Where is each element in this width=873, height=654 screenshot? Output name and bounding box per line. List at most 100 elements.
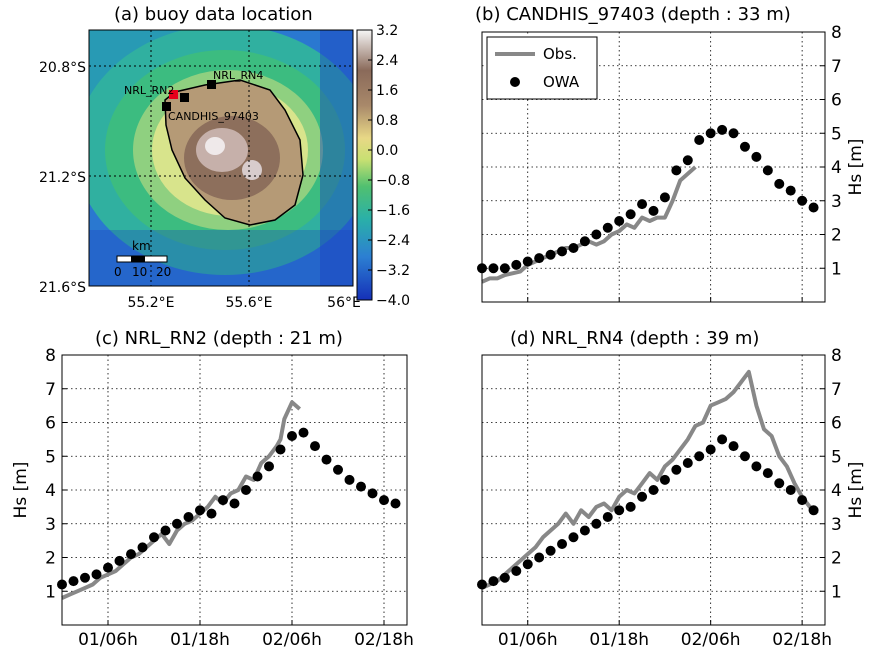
data-point-owa (287, 431, 297, 441)
data-point-owa (511, 259, 522, 270)
y-tick-label: 7 (831, 57, 842, 77)
y-tick-label: 2 (45, 549, 56, 569)
data-point-owa (80, 572, 90, 583)
colorbar-tick-label: 3.2 (376, 23, 398, 39)
data-point-owa (310, 441, 320, 452)
data-point-owa (568, 243, 579, 253)
data-point-owa (808, 505, 819, 516)
data-point-owa (488, 263, 499, 274)
colorbar-tick-label: −2.4 (376, 233, 410, 249)
y-tick-label: 2 (831, 226, 842, 246)
data-point-owa (275, 444, 286, 455)
series-line-obs (481, 369, 819, 590)
x-tick-label: 01/06h (498, 630, 558, 650)
y-axis-label: Hs [m] (846, 462, 866, 519)
data-point-owa (717, 124, 728, 135)
data-point-owa (659, 192, 670, 203)
data-point-owa (241, 485, 251, 495)
data-point-owa (648, 485, 659, 495)
data-point-owa (659, 474, 670, 485)
y-tick-label: 4 (45, 481, 56, 501)
station-nrl-rn4: NRL_RN4 (207, 69, 263, 89)
panel-a-title: (a) buoy data location (114, 4, 313, 25)
data-point-owa (682, 155, 693, 166)
scale-bar-label: 0 (114, 265, 122, 279)
x-tick-label: 01/18h (170, 630, 230, 650)
station-marker (207, 80, 216, 89)
data-point-owa (195, 505, 205, 516)
data-point-owa (751, 461, 762, 472)
data-point-owa (625, 209, 636, 220)
map-y-tick-label: 21.6°S (39, 280, 86, 296)
data-point-owa (390, 498, 401, 509)
data-point-owa (488, 576, 499, 587)
y-tick-label: 4 (831, 481, 842, 501)
data-point-owa (103, 562, 113, 573)
y-tick-label: 1 (831, 259, 842, 279)
data-point-owa (579, 236, 590, 247)
data-point-owa (602, 512, 613, 522)
bathymetry-heatmap (89, 30, 353, 286)
y-tick-label: 4 (831, 158, 842, 178)
data-point-owa (579, 525, 590, 536)
panel-d-title: (d) NRL_RN4 (depth : 39 m) (510, 328, 760, 349)
data-point-owa (321, 454, 332, 465)
station-candhis: CANDHIS_97403 (162, 93, 259, 123)
data-point-owa (637, 199, 648, 210)
y-tick-label: 7 (831, 380, 842, 400)
map-y-tick-label: 20.8°S (39, 60, 86, 76)
y-tick-label: 1 (45, 582, 56, 602)
data-point-owa (534, 253, 545, 264)
data-point-owa (379, 495, 389, 506)
data-point-owa (333, 464, 343, 475)
station-marker (162, 102, 171, 111)
legend-label-obs: Obs. (543, 45, 577, 63)
data-point-owa (614, 505, 625, 516)
x-tick-label: 02/18h (772, 630, 832, 650)
y-axis-label: Hs [m] (11, 462, 31, 519)
data-point-owa (774, 178, 785, 189)
data-point-owa (785, 185, 796, 196)
y-tick-label: 5 (831, 124, 842, 144)
scale-bar-label: 20 (156, 265, 171, 279)
y-tick-label: 6 (831, 91, 842, 111)
y-tick-label: 3 (831, 515, 842, 535)
data-point-owa (797, 495, 808, 506)
data-point-owa (602, 222, 613, 233)
data-point-owa (682, 458, 693, 468)
data-point-owa (797, 195, 808, 206)
colorbar-tick-label: 0.8 (376, 113, 398, 129)
panel-c-chart: 1 2 3 4 5 6 7 8 01/06h 01/18h 02/06h 02/18h Hs [m] (11, 346, 414, 650)
data-point-owa (229, 498, 240, 509)
panel-d-chart: 1 2 3 4 5 6 7 8 01/06h 01/18h 02/06h 02/18h Hs [m] (477, 346, 866, 650)
data-point-owa (648, 205, 659, 216)
x-tick-label: 02/06h (681, 630, 741, 650)
y-tick-label: 3 (831, 192, 842, 212)
y-tick-label: 5 (45, 447, 56, 467)
x-tick-label: 01/06h (78, 630, 138, 650)
data-point-owa (694, 135, 705, 145)
data-point-owa (522, 256, 533, 267)
station-label: NRL_RN4 (213, 69, 263, 82)
data-point-owa (762, 165, 773, 176)
data-point-owa (671, 165, 682, 176)
station-label: NRL_RN2 (124, 84, 174, 97)
data-point-owa (739, 451, 750, 462)
data-point-owa (91, 569, 102, 580)
colorbar-tick-label: −4.0 (376, 293, 410, 309)
x-tick-label: 02/06h (262, 630, 322, 650)
y-tick-label: 8 (45, 346, 56, 366)
panel-b-chart: 1 2 3 4 5 6 7 8 Hs [m] Obs. OWA (477, 23, 866, 303)
data-point-owa (298, 427, 309, 438)
data-point-owa (762, 468, 773, 479)
data-point-owa (751, 151, 762, 162)
data-point-owa (774, 478, 785, 489)
data-point-owa (367, 488, 378, 499)
data-point-owa (694, 451, 705, 462)
data-point-owa (568, 532, 579, 543)
data-point-owa (160, 525, 171, 536)
data-point-owa (172, 518, 182, 529)
map-axis-ticks: 55.2°E 55.6°E 56°E 20.8°S 21.2°S 21.6°S (39, 60, 361, 311)
data-point-owa (705, 444, 716, 455)
data-point-owa (671, 464, 682, 475)
